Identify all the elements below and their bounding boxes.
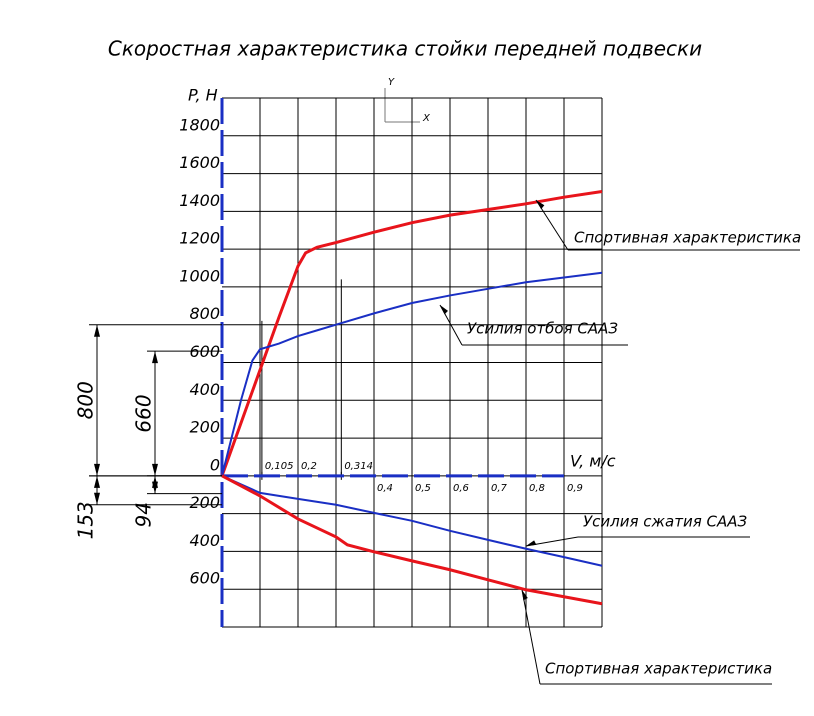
leader-arrow <box>526 540 537 546</box>
dimension-arrow <box>152 351 158 364</box>
x-tick-label: 0,314 <box>344 461 373 472</box>
series-line <box>221 474 603 567</box>
series-label: Усилия сжатия СААЗ <box>583 513 747 531</box>
chart-title: Скоростная характеристика стойки передне… <box>108 37 702 61</box>
x-axis-label: V, м/с <box>570 452 616 471</box>
y-tick-label: 800 <box>189 304 220 323</box>
dimension-label: 94 <box>132 502 156 527</box>
series-line <box>221 474 603 606</box>
dimension-arrow <box>152 463 158 476</box>
x-tick-label: 0,2 <box>301 461 317 472</box>
leader-arrow <box>440 305 448 315</box>
y-tick-label: 200 <box>189 418 220 437</box>
y-tick-label: 1200 <box>179 229 220 248</box>
ucs-y: Y <box>388 77 395 88</box>
series-label: Усилия отбоя СААЗ <box>467 320 618 338</box>
dimension-label: 153 <box>74 501 98 539</box>
dimension-arrow <box>94 463 100 476</box>
dimension-arrow <box>94 324 100 337</box>
y-tick-label: 400 <box>189 380 220 399</box>
series-label: Спортивная характеристика <box>545 660 772 678</box>
x-tick-label: 0,9 <box>567 483 583 494</box>
x-tick-label: 0,6 <box>453 483 469 494</box>
y-tick-label: 200 <box>189 493 220 512</box>
ucs-icon <box>384 88 420 123</box>
ucs-x: X <box>422 113 431 124</box>
y-tick-label: 1800 <box>179 115 220 134</box>
y-tick-label: 400 <box>189 531 220 550</box>
y-axis-label: P, Н <box>188 86 218 105</box>
dimension-label: 660 <box>132 394 156 432</box>
y-tick-label: 1600 <box>179 153 220 172</box>
series-line <box>220 190 603 477</box>
x-tick-label: 0,4 <box>377 483 393 494</box>
x-tick-label: 0,105 <box>265 461 294 472</box>
dimension-arrow <box>152 475 158 488</box>
y-tick-label: 600 <box>189 569 220 588</box>
leader-arrow <box>536 200 545 210</box>
dimension-arrow <box>94 492 100 505</box>
x-tick-label: 0,7 <box>491 483 508 494</box>
series-label: Спортивная характеристика <box>574 229 801 247</box>
leader-arrow <box>522 590 528 601</box>
leader <box>521 589 541 685</box>
y-tick-label: 0 <box>210 455 220 474</box>
x-tick-label: 0,5 <box>415 483 431 494</box>
y-tick-label: 1400 <box>179 191 220 210</box>
dimension-arrow <box>94 475 100 488</box>
dimension-label: 800 <box>74 381 98 419</box>
series-line <box>221 271 603 477</box>
y-tick-label: 1000 <box>179 266 220 285</box>
x-tick-label: 0,8 <box>529 483 545 494</box>
